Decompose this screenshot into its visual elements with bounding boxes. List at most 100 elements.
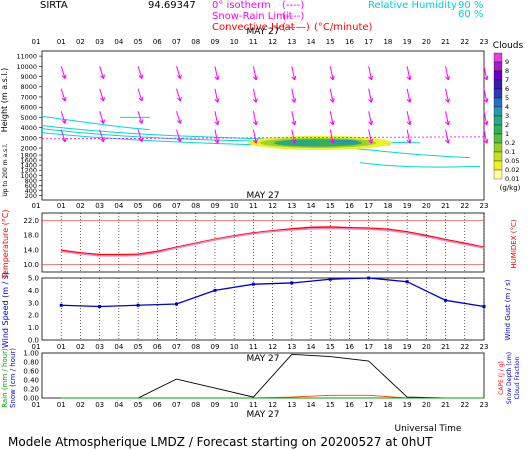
hour-tick-label: 06 [153,401,162,409]
wind-gust-axis-label: Wind Gust (m / s) [504,279,512,340]
hour-tick-label: 18 [383,401,392,409]
hour-tick-label: 21 [441,202,450,210]
colorbar-swatch [493,61,503,72]
wind-point [290,281,294,285]
wind-arrow-head [252,139,258,144]
wind-arrow [445,111,449,125]
wind-arrow [60,111,66,124]
hour-tick-label: 07 [172,38,181,46]
rain-axis-label: Rain (mm / hour) [1,348,9,408]
y-tick-label: 1000 [20,172,37,180]
wind-arrow-head [214,98,220,103]
hour-tick-label: 17 [364,38,373,46]
wind-arrow-head [368,75,374,81]
hour-tick-label: 09 [210,202,219,210]
y-tick-label: 10.0 [23,261,39,269]
hour-tick-label: 11 [249,38,258,46]
wind-arrow-head [61,96,67,102]
colorbar-level: 4 [505,103,509,111]
wind-arrow-head [252,98,258,103]
wind-arrow [60,129,66,143]
day-label: MAY 27 [246,191,279,201]
hour-tick-label: 01 [32,38,41,46]
hour-tick-label: 16 [345,401,354,409]
hour-tick-label: 08 [191,202,200,210]
y-tick-label: 18.0 [23,232,39,240]
hour-tick-label: 14 [307,38,316,46]
colorbar-swatch [493,88,503,99]
y-tick-label: 200 [25,192,37,200]
wind-arrow-head [483,75,489,81]
wind-arrow-head [252,75,258,81]
y-tick-label: 800 [25,177,37,185]
wind-arrow [329,66,334,81]
colorbar-level: 1 [505,130,509,138]
colorbar-level: 8 [505,67,509,75]
wind-arrow-head [368,120,374,126]
legend-lines: 0° isotherm (----)Snow-Rain Limit(----)Co… [212,0,373,33]
y-tick-label: 2000 [20,145,37,153]
hour-tick-label: 18 [383,38,392,46]
hour-tick-label: 21 [441,343,450,351]
hour-tick-label: 12 [268,401,277,409]
colorbar-swatch [493,151,503,162]
y-tick-label: 400 [25,187,37,195]
legend-label: Snow-Rain Limit [212,11,293,22]
wind-arrow [252,88,257,103]
hour-tick-label: 08 [191,401,200,409]
model-footer: Modele Atmospherique LMDZ / Forecast sta… [8,435,433,449]
hour-tick-label: 20 [422,401,431,409]
wind-arrow [329,129,334,144]
wind-arrow-head [138,96,144,102]
wind-arrow [291,66,296,81]
wind-arrow-head [329,98,335,103]
y-tick-label: 0.0 [28,337,39,345]
wind-arrow-head [483,139,489,144]
wind-arrow-head [138,74,144,79]
legend-unit: (°C/minute) [314,22,373,33]
wind-arrow [445,129,449,144]
wind-arrow-head [291,75,297,81]
hour-tick-label: 03 [95,38,104,46]
hour-tick-label: 07 [172,343,181,351]
wind-arrow [329,111,334,125]
hour-tick-label: 04 [114,343,123,351]
y-tick-label: 1200 [20,167,37,175]
wind-arrow [368,129,373,144]
humidity-value: 60 % [458,9,483,20]
wind-arrow [368,111,373,125]
colorbar-level: 2 [505,121,509,129]
wind-arrow [99,88,105,102]
y-tick-label: 10000 [16,63,37,71]
precipitation-panel: 0.000.200.400.600.801.00 MAY 27 01 02 03 04 05… [23,350,488,421]
wind-arrow [60,88,66,102]
hour-tick-label: 10 [230,343,239,351]
wind-arrow [483,111,488,125]
hour-tick-label: 02 [76,343,85,351]
wind-arrow-head [445,120,450,126]
wind-arrow [99,129,105,143]
y-tick-label: 0.20 [23,386,39,394]
hour-tick-label: 07 [172,202,181,210]
hour-tick-label: 01 [57,401,66,409]
wind-arrow-head [445,98,450,103]
wind-point [136,303,140,307]
wind-arrow-head [252,120,258,126]
hour-tick-label: 11 [249,401,258,409]
wind-arrow-head [214,120,220,126]
wind-arrow [406,129,411,144]
colorbar-swatch [493,70,503,81]
hour-tick-label: 14 [307,401,316,409]
hour-tick-label: 23 [480,343,489,351]
wind-arrow-head [483,120,489,126]
wind-point [98,305,102,309]
colorbar-unit: (g/kg) [500,184,521,192]
wind-arrow-head [329,75,335,81]
y-tick-label: 1600 [20,157,37,165]
wind-point [213,288,217,292]
legend-label: 0° isotherm [212,0,271,11]
hour-tick-label: 22 [460,401,469,409]
wind-point [405,280,409,284]
wind-arrow [252,66,257,81]
cloud-fraction-axis-label: Cloud Fraction [514,356,521,399]
